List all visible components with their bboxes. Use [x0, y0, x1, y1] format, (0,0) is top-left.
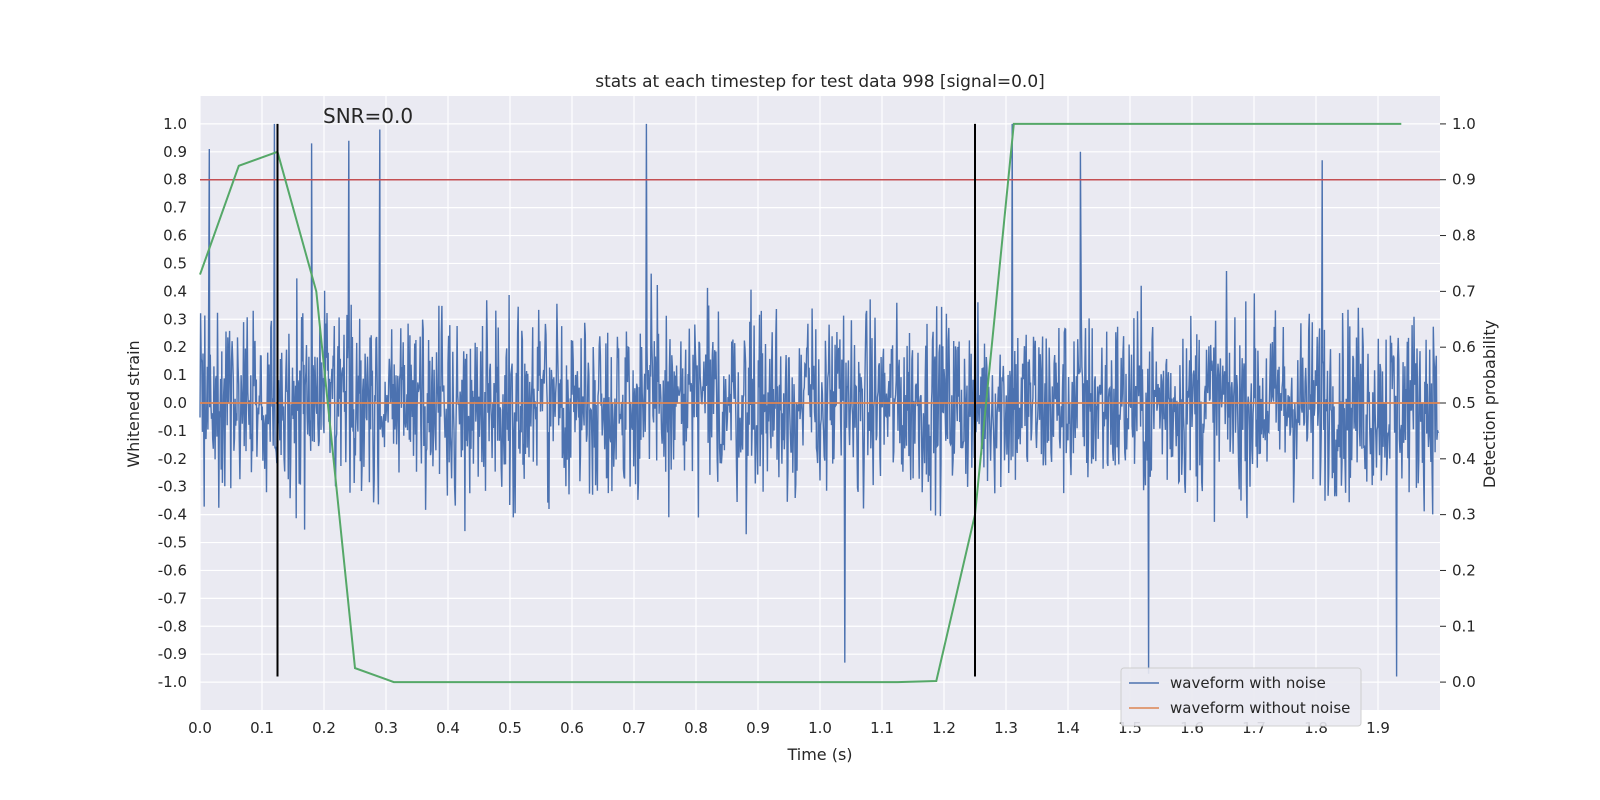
y-tick-labels: -1.0 -0.9 -0.8 -0.7 -0.6 -0.5 -0.4 -0.3 -0.2 -0.1… [158, 115, 187, 691]
x-tick-label: 1.9 [1366, 719, 1390, 737]
x-tick-label: 0.8 [684, 719, 708, 737]
x-tick-label: 0.7 [622, 719, 646, 737]
y-tick-label: 0.4 [163, 282, 187, 300]
y-tick-label: -0.1 [158, 422, 187, 440]
y-tick-label: 0.2 [163, 338, 187, 356]
snr-annotation: SNR=0.0 [323, 104, 413, 128]
y-tick-label: -0.2 [158, 450, 187, 468]
x-tick-label: 0.2 [312, 719, 336, 737]
y-tick-label: -0.5 [158, 534, 187, 552]
y2-tick-label: 0.1 [1452, 617, 1476, 635]
x-tick-label: 0.4 [436, 719, 460, 737]
y2-tick-label: 1.0 [1452, 115, 1476, 133]
x-tick-label: 1.4 [1056, 719, 1080, 737]
y-tick-label: 0.0 [163, 394, 187, 412]
legend: waveform with noise waveform without noi… [1120, 667, 1362, 727]
y-tick-label: -0.4 [158, 506, 187, 524]
y-tick-label: 1.0 [163, 115, 187, 133]
y2-tick-label: 0.4 [1452, 450, 1476, 468]
y2-tick-labels: 0.0 0.1 0.2 0.3 0.4 0.5 0.6 0.7 0.8 0.9 1.0 [1440, 115, 1476, 691]
x-tick-label: 1.3 [994, 719, 1018, 737]
x-tick-label: 1.1 [870, 719, 894, 737]
y-tick-label: 0.3 [163, 310, 187, 328]
y-tick-label: -0.7 [158, 589, 187, 607]
x-tick-label: 0.0 [188, 719, 212, 737]
y-axis-label: Whitened strain [124, 340, 143, 467]
y-tick-label: -0.9 [158, 645, 187, 663]
y-tick-label: -0.6 [158, 561, 187, 579]
y-tick-label: 0.9 [163, 143, 187, 161]
x-tick-labels: 0.0 0.1 0.2 0.3 0.4 0.5 0.6 0.7 0.8 0.9 1.0 1.1 1.2 1… [188, 719, 1390, 737]
y-tick-label: -1.0 [158, 673, 187, 691]
y2-axis-label: Detection probability [1480, 320, 1499, 488]
x-tick-label: 0.3 [374, 719, 398, 737]
y2-tick-label: 0.7 [1452, 282, 1476, 300]
x-tick-label: 0.1 [250, 719, 274, 737]
x-tick-label: 1.0 [808, 719, 832, 737]
y-tick-label: 0.5 [163, 254, 187, 272]
x-tick-label: 0.9 [746, 719, 770, 737]
y-tick-label: 0.8 [163, 171, 187, 189]
x-tick-label: 0.6 [560, 719, 584, 737]
y2-tick-label: 0.9 [1452, 171, 1476, 189]
legend-label-noise: waveform with noise [1170, 674, 1326, 692]
y-tick-label: -0.8 [158, 617, 187, 635]
x-axis-label: Time (s) [786, 745, 852, 764]
x-tick-label: 0.5 [498, 719, 522, 737]
series-layer [199, 122, 1440, 684]
y2-tick-label: 0.3 [1452, 506, 1476, 524]
y-tick-label: 0.6 [163, 227, 187, 245]
y-tick-label: 0.1 [163, 366, 187, 384]
y-tick-label: -0.3 [158, 478, 187, 496]
y2-tick-label: 0.8 [1452, 227, 1476, 245]
y2-tick-label: 0.6 [1452, 338, 1476, 356]
y-tick-label: 0.7 [163, 199, 187, 217]
y2-tick-label: 0.5 [1452, 394, 1476, 412]
x-tick-label: 1.2 [932, 719, 956, 737]
y2-tick-label: 0.0 [1452, 673, 1476, 691]
chart-title: stats at each timestep for test data 998… [595, 72, 1045, 92]
legend-label-clean: waveform without noise [1170, 699, 1350, 717]
legend-box [1120, 667, 1362, 727]
y2-tick-label: 0.2 [1452, 561, 1476, 579]
